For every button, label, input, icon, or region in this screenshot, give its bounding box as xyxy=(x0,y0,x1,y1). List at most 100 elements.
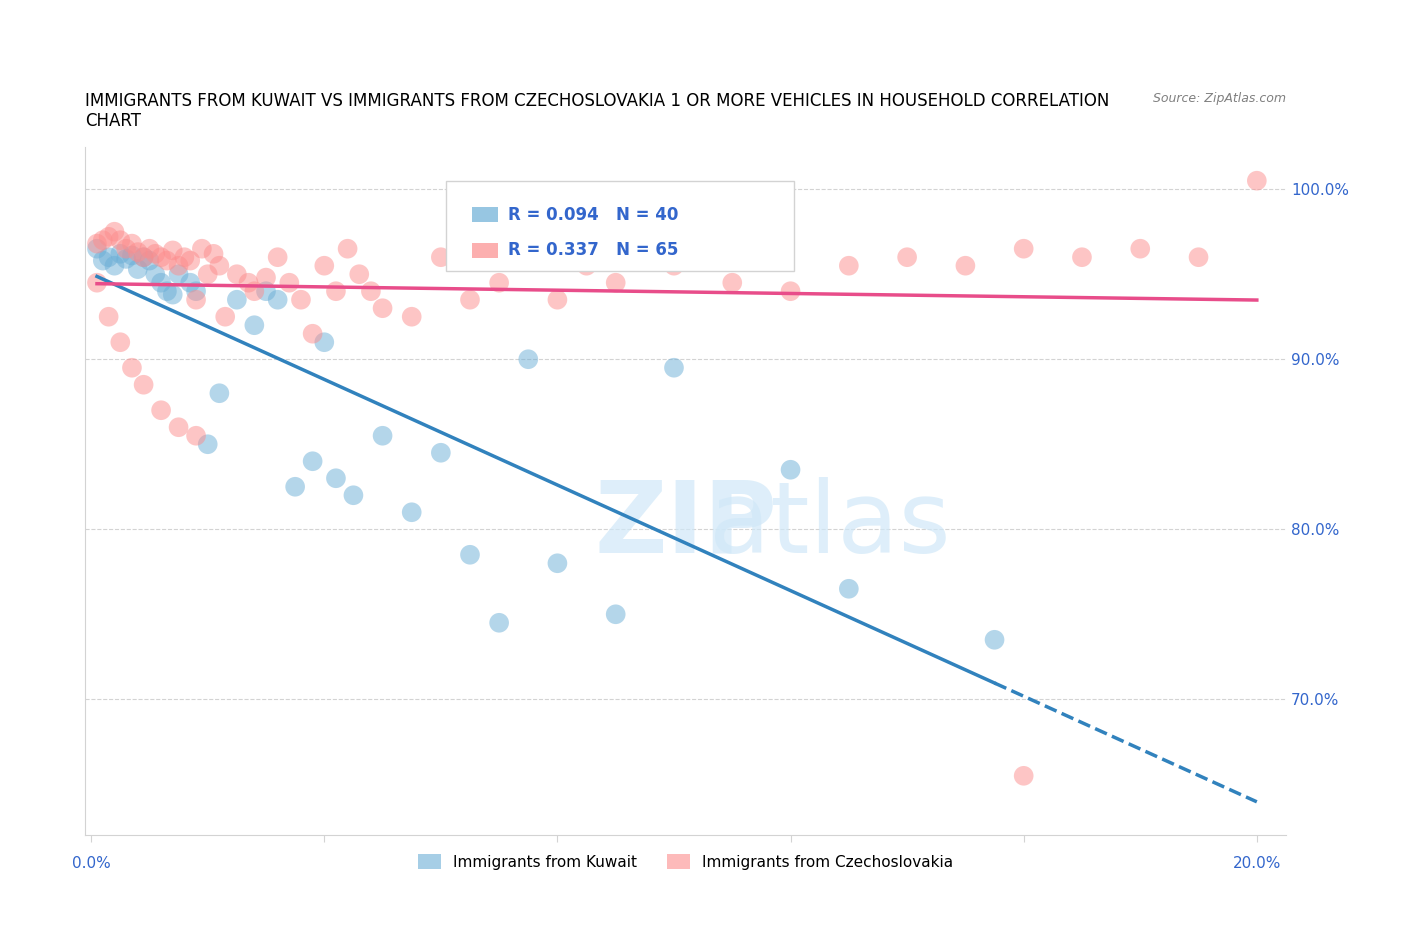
Immigrants from Kuwait xyxy=(458,548,481,563)
Immigrants from Kuwait xyxy=(150,275,173,290)
Immigrants from Czechoslovakia xyxy=(179,253,201,268)
Immigrants from Czechoslovakia xyxy=(546,292,568,307)
Immigrants from Kuwait xyxy=(110,246,132,261)
Immigrants from Czechoslovakia xyxy=(150,250,173,265)
Immigrants from Czechoslovakia xyxy=(325,284,347,299)
Immigrants from Czechoslovakia xyxy=(314,259,336,273)
Immigrants from Kuwait xyxy=(314,335,336,350)
Immigrants from Czechoslovakia xyxy=(121,236,143,251)
Immigrants from Czechoslovakia xyxy=(208,259,231,273)
Immigrants from Kuwait xyxy=(243,318,266,333)
Immigrants from Czechoslovakia xyxy=(110,335,132,350)
Immigrants from Czechoslovakia xyxy=(243,284,266,299)
Immigrants from Kuwait xyxy=(301,454,323,469)
Immigrants from Czechoslovakia xyxy=(1246,173,1268,188)
Immigrants from Kuwait xyxy=(838,581,860,596)
Immigrants from Kuwait xyxy=(179,275,201,290)
Immigrants from Kuwait xyxy=(156,284,179,299)
Text: IMMIGRANTS FROM KUWAIT VS IMMIGRANTS FROM CZECHOSLOVAKIA 1 OR MORE VEHICLES IN H: IMMIGRANTS FROM KUWAIT VS IMMIGRANTS FRO… xyxy=(86,91,1109,130)
Immigrants from Czechoslovakia xyxy=(575,259,598,273)
Immigrants from Czechoslovakia xyxy=(138,241,160,256)
Immigrants from Czechoslovakia xyxy=(91,232,114,247)
Immigrants from Kuwait xyxy=(115,251,138,266)
Immigrants from Czechoslovakia xyxy=(662,259,685,273)
Immigrants from Czechoslovakia xyxy=(1187,250,1209,265)
Immigrants from Czechoslovakia xyxy=(290,292,312,307)
Immigrants from Czechoslovakia xyxy=(225,267,247,282)
Immigrants from Kuwait xyxy=(401,505,423,520)
Immigrants from Czechoslovakia xyxy=(132,378,155,392)
Immigrants from Czechoslovakia xyxy=(86,236,108,251)
Immigrants from Czechoslovakia xyxy=(184,429,207,444)
Immigrants from Kuwait xyxy=(779,462,801,477)
Text: 20.0%: 20.0% xyxy=(1233,856,1281,870)
Immigrants from Kuwait xyxy=(184,284,207,299)
Immigrants from Czechoslovakia xyxy=(121,360,143,375)
FancyBboxPatch shape xyxy=(472,243,498,258)
Immigrants from Kuwait xyxy=(138,253,160,268)
Immigrants from Czechoslovakia xyxy=(278,275,301,290)
Text: ZIP: ZIP xyxy=(595,477,778,574)
Immigrants from Czechoslovakia xyxy=(167,419,190,434)
FancyBboxPatch shape xyxy=(472,207,498,222)
Immigrants from Czechoslovakia xyxy=(184,292,207,307)
Immigrants from Kuwait xyxy=(983,632,1005,647)
Immigrants from Kuwait xyxy=(91,253,114,268)
Immigrants from Czechoslovakia xyxy=(115,241,138,256)
Immigrants from Czechoslovakia xyxy=(167,259,190,273)
Immigrants from Czechoslovakia xyxy=(162,243,184,258)
Immigrants from Czechoslovakia xyxy=(488,275,510,290)
Text: R = 0.337   N = 65: R = 0.337 N = 65 xyxy=(508,241,678,259)
Immigrants from Kuwait xyxy=(225,292,247,307)
Immigrants from Czechoslovakia xyxy=(336,241,359,256)
Immigrants from Kuwait xyxy=(605,607,627,622)
Immigrants from Czechoslovakia xyxy=(955,259,977,273)
Immigrants from Czechoslovakia xyxy=(127,245,149,259)
Immigrants from Czechoslovakia xyxy=(143,246,166,261)
Immigrants from Czechoslovakia xyxy=(173,250,195,265)
Immigrants from Kuwait xyxy=(208,386,231,401)
Immigrants from Czechoslovakia xyxy=(458,292,481,307)
Immigrants from Czechoslovakia xyxy=(191,241,214,256)
Immigrants from Czechoslovakia xyxy=(430,250,453,265)
Immigrants from Czechoslovakia xyxy=(150,403,173,418)
Immigrants from Czechoslovakia xyxy=(214,310,236,325)
Immigrants from Czechoslovakia xyxy=(97,230,120,245)
Text: atlas: atlas xyxy=(709,477,950,574)
Immigrants from Kuwait xyxy=(103,259,125,273)
Immigrants from Czechoslovakia xyxy=(254,271,277,286)
Immigrants from Czechoslovakia xyxy=(779,284,801,299)
Immigrants from Kuwait xyxy=(132,250,155,265)
Immigrants from Kuwait xyxy=(546,556,568,571)
Immigrants from Kuwait xyxy=(143,267,166,282)
Immigrants from Kuwait xyxy=(127,261,149,276)
Immigrants from Czechoslovakia xyxy=(360,284,382,299)
Immigrants from Czechoslovakia xyxy=(156,253,179,268)
Immigrants from Czechoslovakia xyxy=(896,250,918,265)
Immigrants from Czechoslovakia xyxy=(103,224,125,239)
Immigrants from Kuwait xyxy=(197,437,219,452)
Immigrants from Czechoslovakia xyxy=(132,250,155,265)
Immigrants from Czechoslovakia xyxy=(238,275,260,290)
Immigrants from Czechoslovakia xyxy=(1071,250,1094,265)
Immigrants from Kuwait xyxy=(284,479,307,494)
Immigrants from Czechoslovakia xyxy=(97,310,120,325)
Immigrants from Kuwait xyxy=(371,429,394,444)
Immigrants from Czechoslovakia xyxy=(1012,768,1035,783)
Legend: Immigrants from Kuwait, Immigrants from Czechoslovakia: Immigrants from Kuwait, Immigrants from … xyxy=(412,847,960,876)
Immigrants from Kuwait xyxy=(342,488,364,503)
Immigrants from Czechoslovakia xyxy=(1012,241,1035,256)
Immigrants from Czechoslovakia xyxy=(266,250,288,265)
Immigrants from Czechoslovakia xyxy=(1129,241,1152,256)
Immigrants from Czechoslovakia xyxy=(721,275,744,290)
Immigrants from Kuwait xyxy=(162,287,184,302)
Immigrants from Czechoslovakia xyxy=(401,310,423,325)
Text: 0.0%: 0.0% xyxy=(72,856,111,870)
Immigrants from Kuwait xyxy=(488,616,510,631)
Immigrants from Czechoslovakia xyxy=(86,275,108,290)
Immigrants from Czechoslovakia xyxy=(110,232,132,247)
Immigrants from Kuwait xyxy=(97,250,120,265)
Immigrants from Czechoslovakia xyxy=(301,326,323,341)
Immigrants from Kuwait xyxy=(325,471,347,485)
Immigrants from Kuwait xyxy=(662,360,685,375)
